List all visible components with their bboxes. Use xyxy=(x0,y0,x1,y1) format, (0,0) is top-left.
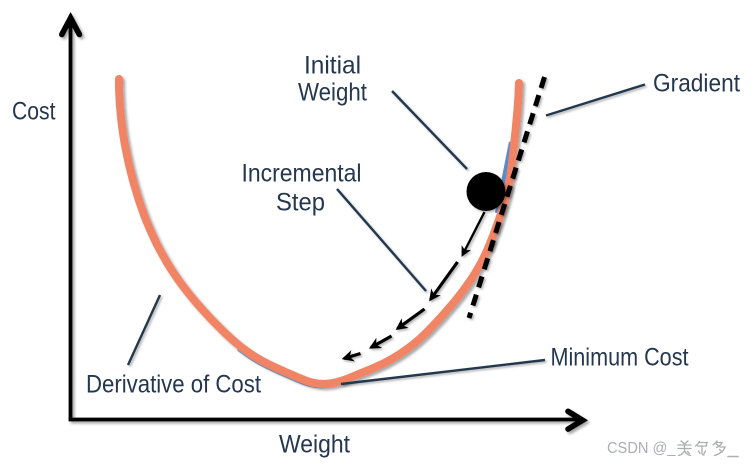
svg-text:Weight: Weight xyxy=(298,79,367,107)
svg-text:Step: Step xyxy=(276,188,325,216)
svg-text:Incremental: Incremental xyxy=(242,159,362,187)
svg-text:Minimum Cost: Minimum Cost xyxy=(551,343,689,371)
svg-text:Cost: Cost xyxy=(12,98,56,126)
svg-text:CSDN @_: CSDN @_ xyxy=(607,440,676,457)
svg-text:Gradient: Gradient xyxy=(653,70,740,98)
svg-text:Derivative of Cost: Derivative of Cost xyxy=(86,371,261,399)
svg-text:Initial: Initial xyxy=(304,51,361,79)
svg-text:Weight: Weight xyxy=(279,430,350,458)
